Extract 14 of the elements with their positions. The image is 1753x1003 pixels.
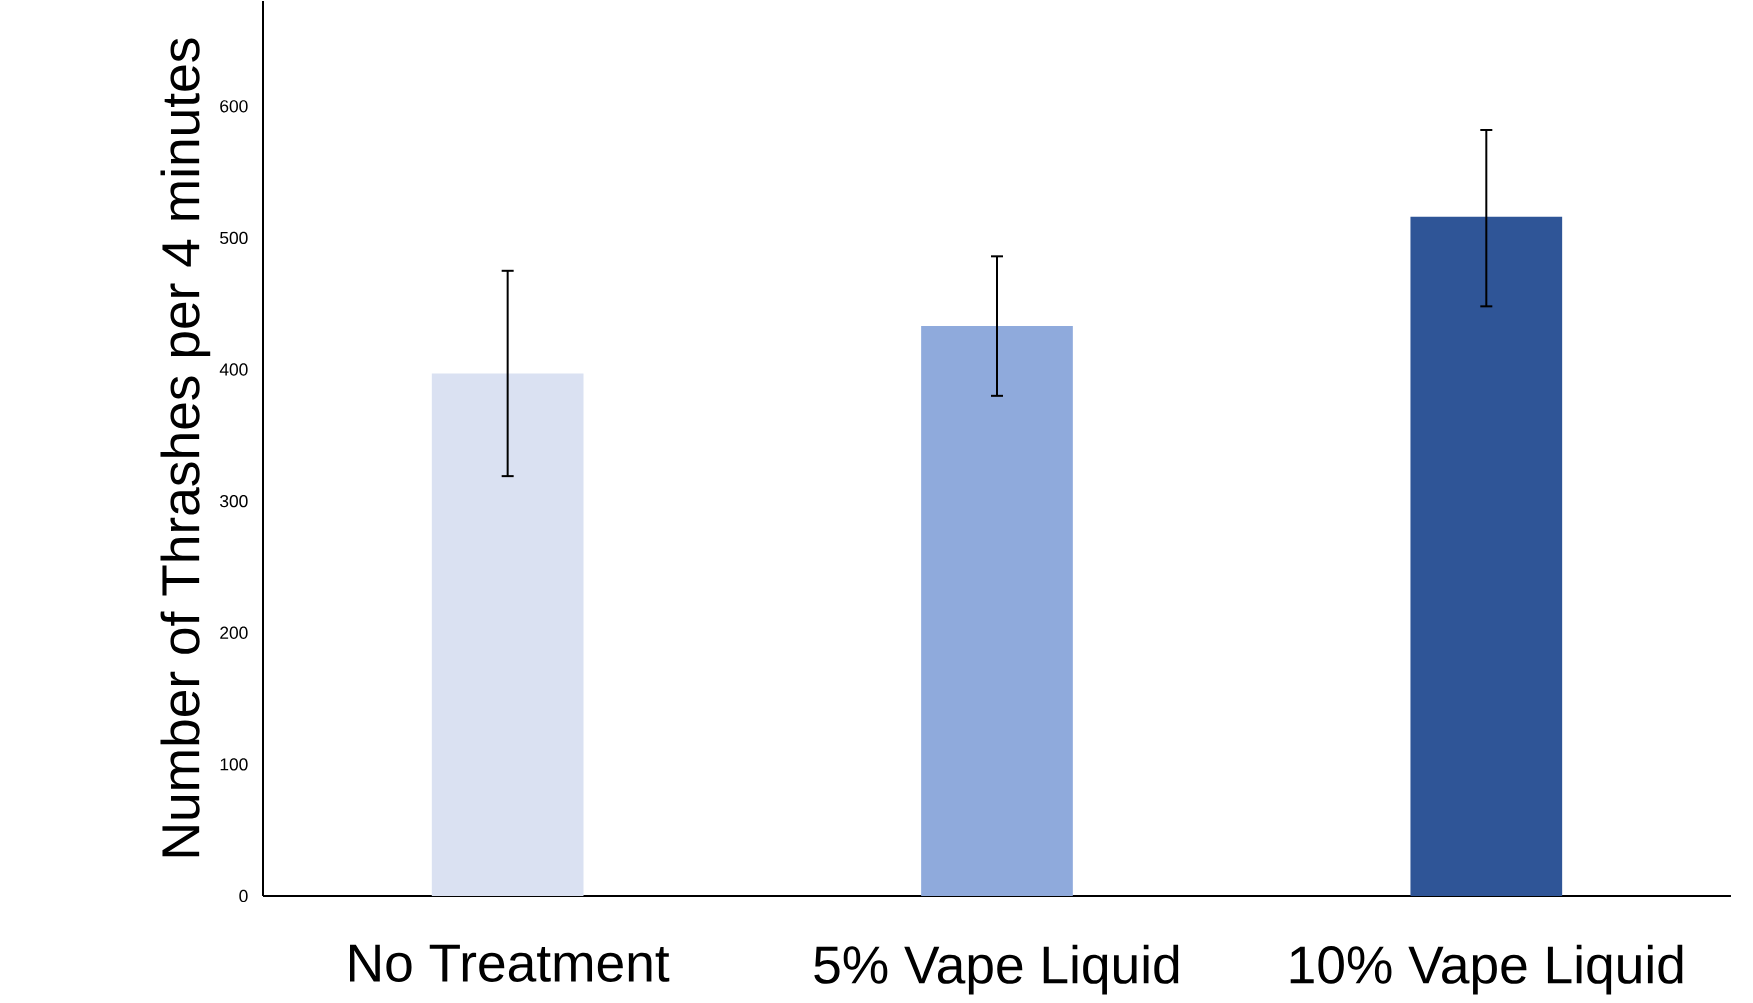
x-tick-label: 5% Vape Liquid <box>814 944 1179 995</box>
y-tick-label: 500 <box>220 231 248 245</box>
y-tick-label: 0 <box>239 889 248 903</box>
y-tick-label: 600 <box>220 100 248 113</box>
y-tick-label: 400 <box>219 363 248 376</box>
bar <box>1410 216 1563 896</box>
y-tick-label: 100 <box>220 758 248 771</box>
bar <box>431 373 584 896</box>
x-tick-label: No Treatment <box>350 944 670 982</box>
y-axis-title: Number of Thrashes per 4 minutes <box>160 38 211 857</box>
bar <box>921 326 1073 896</box>
x-tick-label: 10% Vape Liquid <box>1290 944 1683 995</box>
y-tick-label: 300 <box>220 494 248 508</box>
y-tick-label: 200 <box>220 626 248 639</box>
